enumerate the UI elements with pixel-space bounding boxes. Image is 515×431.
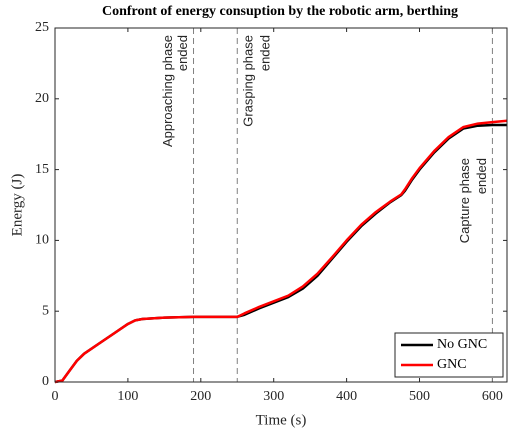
series-line [54,119,508,384]
x-axis-label: Time (s) [256,412,307,428]
y-tick-label: 15 [35,162,49,177]
y-tick-label: 0 [42,374,49,389]
annotation: Capture phase [457,158,472,243]
y-tick-label: 20 [35,91,49,106]
annotation: ended [258,35,273,71]
y-tick-label: 10 [35,233,49,248]
y-tick-label: 25 [35,20,49,35]
y-tick-label: 5 [42,303,49,318]
chart-title: Confront of energy consuption by the rob… [102,4,458,19]
x-tick-label: 500 [409,389,430,404]
x-tick-label: 400 [336,389,357,404]
y-axis-label: Energy (J) [9,174,25,237]
x-tick-label: 200 [190,389,211,404]
annotation: ended [175,35,190,71]
axes-box [54,27,508,383]
legend-label: GNC [437,357,467,372]
annotation: Grasping phase [241,35,256,127]
x-tick-label: 0 [52,389,59,404]
x-tick-label: 600 [482,389,503,404]
annotation: ended [474,158,489,194]
annotation: Approaching phase [160,35,175,147]
x-tick-label: 100 [117,389,138,404]
legend-label: No GNC [437,337,487,352]
x-tick-label: 300 [263,389,284,404]
legend-box [394,332,504,378]
